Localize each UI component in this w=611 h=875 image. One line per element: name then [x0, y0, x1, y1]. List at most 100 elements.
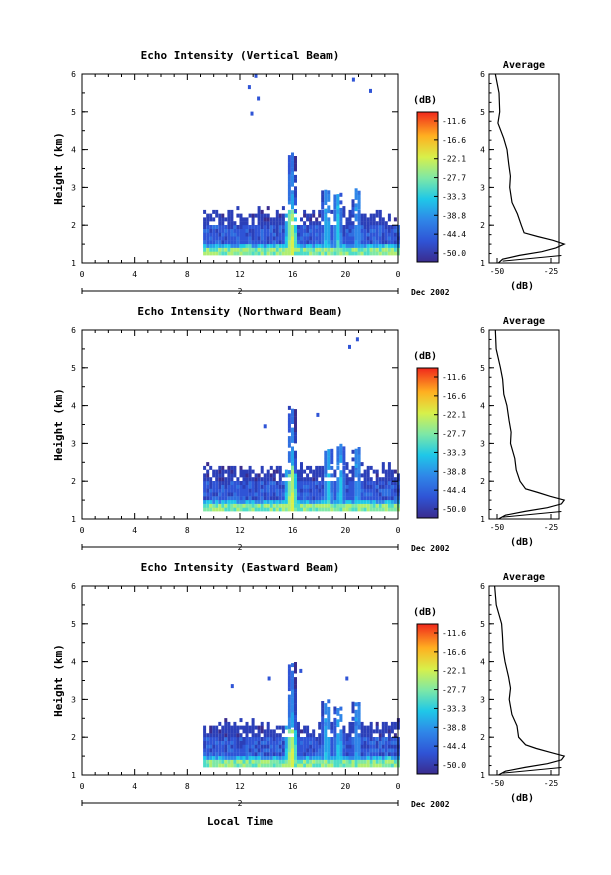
heatmap-cell — [233, 503, 237, 508]
heatmap-cell — [294, 247, 297, 252]
heatmap-cell — [287, 737, 291, 741]
heatmap-cell — [215, 729, 219, 734]
heatmap-cell — [339, 470, 343, 475]
heatmap-cell — [342, 744, 346, 749]
heatmap-cell — [330, 228, 334, 233]
heatmap-cell — [378, 499, 382, 504]
heatmap-cell — [291, 685, 294, 690]
heatmap-cell — [309, 740, 313, 745]
heatmap-cell — [291, 228, 294, 233]
heatmap-cell — [212, 740, 216, 745]
heatmap-cell — [300, 251, 303, 256]
heatmap-cell — [321, 719, 325, 724]
heatmap-cell — [291, 209, 294, 214]
heatmap-cell — [384, 481, 388, 485]
heatmap-cell — [303, 759, 307, 764]
heatmap-cell — [248, 240, 252, 245]
heatmap-cell — [357, 454, 361, 459]
heatmap-cell — [384, 247, 388, 252]
heatmap-cell — [212, 752, 216, 757]
heatmap-cell — [369, 763, 373, 768]
heatmap-cell — [393, 737, 397, 741]
heatmap-cell — [266, 763, 270, 768]
heatmap-cell — [309, 499, 313, 504]
heatmap-cell — [327, 209, 331, 214]
heatmap-cell — [339, 447, 343, 452]
heatmap-cell — [266, 484, 270, 489]
heatmap-cell — [309, 221, 313, 226]
x-tick-label: 8 — [185, 782, 190, 791]
heatmap-cell — [230, 228, 234, 233]
heatmap-cell — [330, 755, 334, 760]
heatmap-cell — [327, 243, 331, 248]
heatmap-cell — [242, 729, 246, 734]
heatmap-cell — [363, 236, 367, 241]
heatmap-cell — [294, 431, 297, 436]
heatmap-cell — [324, 725, 328, 730]
heatmap-cell — [327, 460, 331, 465]
heatmap-cell — [281, 507, 285, 512]
heatmap-cell — [263, 496, 267, 501]
heatmap-cell — [387, 755, 391, 760]
heatmap-cell — [321, 225, 325, 229]
colorbar-unit: (dB) — [413, 95, 437, 106]
heatmap-cell — [348, 228, 352, 233]
heatmap-cell — [230, 243, 234, 248]
heatmap-cell — [306, 488, 310, 493]
heatmap-cell — [294, 156, 297, 160]
heatmap-cell — [384, 744, 388, 749]
heatmap-cell — [294, 696, 297, 700]
heatmap-cell — [372, 748, 376, 753]
heatmap-cell — [339, 236, 343, 241]
heatmap-cell — [254, 744, 258, 749]
heatmap-cell — [312, 481, 316, 485]
heatmap-cell — [272, 221, 276, 226]
heatmap-cell — [375, 469, 379, 474]
heatmap-cell — [348, 243, 352, 248]
heatmap-cell — [272, 496, 276, 501]
heatmap-cell — [342, 243, 346, 248]
heatmap-cell — [327, 740, 331, 745]
heatmap-cell — [315, 492, 319, 497]
heatmap-cell — [369, 228, 373, 233]
heatmap-cell — [275, 469, 279, 474]
heatmap-cell — [321, 469, 325, 474]
heatmap-cell — [387, 492, 391, 497]
heatmap-cell — [369, 740, 373, 745]
heatmap-cell — [360, 484, 364, 489]
heatmap-cell — [357, 499, 361, 504]
heatmap-cell — [278, 465, 282, 470]
heatmap-cell — [354, 236, 358, 241]
heatmap-cell — [351, 469, 355, 474]
heatmap-cell — [206, 213, 210, 218]
heatmap-cell — [384, 748, 388, 753]
heatmap-cell — [381, 240, 385, 245]
heatmap-cell — [203, 247, 207, 252]
heatmap-cell — [287, 251, 291, 256]
heatmap-cell — [342, 503, 346, 508]
heatmap-cell — [375, 503, 379, 508]
heatmap-cell — [257, 503, 261, 508]
heatmap-cell — [287, 709, 291, 714]
heatmap-cell — [375, 492, 379, 497]
heatmap-cell — [345, 737, 349, 741]
date-label: 2 — [238, 543, 243, 552]
heatmap-cell — [218, 763, 222, 768]
heatmap-cell — [263, 481, 267, 485]
colorbar-unit: (dB) — [413, 607, 437, 618]
heatmap-cell — [291, 716, 294, 720]
heatmap-cell — [375, 228, 379, 233]
heatmap-cell — [291, 740, 294, 745]
y-axis-label: Height (km) — [52, 644, 65, 717]
heatmap-cell — [357, 221, 361, 226]
heatmap-cell — [312, 251, 316, 256]
heatmap-cell — [287, 436, 291, 441]
heatmap-cell — [369, 236, 373, 241]
heatmap-cell — [281, 228, 285, 233]
heatmap-cell — [230, 473, 234, 478]
heatmap-cell — [393, 748, 397, 753]
heatmap-cell — [390, 225, 394, 229]
heatmap-cell — [248, 213, 252, 218]
heatmap-cell — [221, 748, 225, 753]
heatmap-cell — [224, 748, 228, 753]
